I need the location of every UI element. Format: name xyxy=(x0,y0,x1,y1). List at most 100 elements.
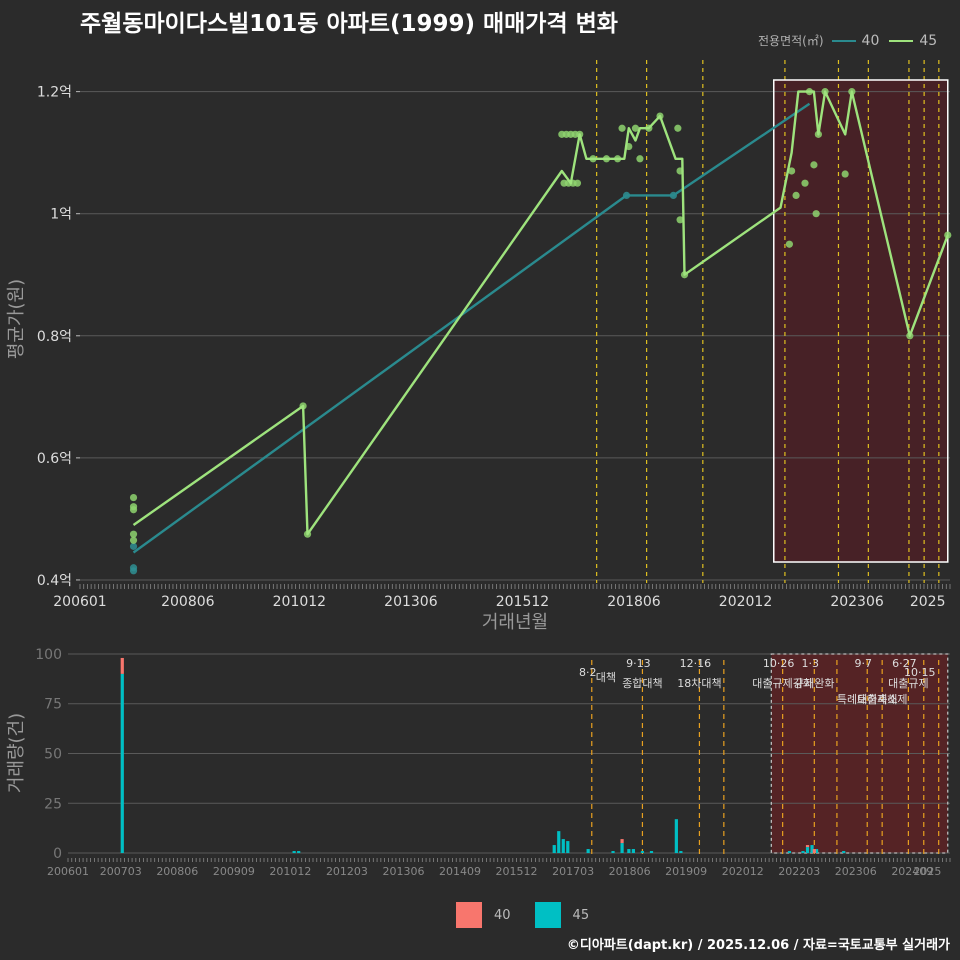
scatter-point-45 xyxy=(785,240,793,248)
policy-text-label: 토허제해제 xyxy=(857,692,908,706)
scatter-point-45 xyxy=(810,161,818,169)
bar-40 xyxy=(620,839,624,844)
bar-45 xyxy=(787,851,792,854)
x-tick-label: 201306 xyxy=(384,594,438,610)
volume-x-tick-label: 202306 xyxy=(835,865,877,878)
bar-45 xyxy=(561,839,565,854)
volume-x-tick-label: 201409 xyxy=(439,865,481,878)
series-line-45 xyxy=(132,90,949,536)
scatter-point-45 xyxy=(618,124,626,132)
policy-text-label: 규제완화 xyxy=(794,677,834,690)
bar-40 xyxy=(812,849,816,854)
scatter-point-45 xyxy=(792,191,800,199)
volume-y-tick-label: 75 xyxy=(44,697,62,713)
policy-text-label: 18차대책 xyxy=(677,677,721,690)
volume-x-tick-label: 200909 xyxy=(213,865,255,878)
policy-text-label: 종합대책 xyxy=(622,677,662,690)
y-axis-title: 평균가(원) xyxy=(6,279,27,359)
volume-y-tick-label: 0 xyxy=(53,846,62,862)
x-tick-label: 201806 xyxy=(607,594,661,610)
scatter-point-45 xyxy=(129,536,138,544)
legend-box-45 xyxy=(534,902,561,928)
scatter-point-45 xyxy=(129,506,138,514)
volume-x-tick-label: 201512 xyxy=(496,865,538,878)
highlight-region xyxy=(773,80,948,562)
volume-x-minor-ticks xyxy=(67,858,951,862)
bar-40 xyxy=(120,657,124,674)
volume-highlight-region xyxy=(771,653,948,854)
x-tick-label: 202306 xyxy=(830,594,884,610)
y-tick-label: 0.4억 xyxy=(37,573,72,589)
volume-y-tick-label: 100 xyxy=(35,647,62,663)
scatter-point-45 xyxy=(788,167,796,175)
scatter-point-45 xyxy=(676,216,684,224)
volume-x-tick-label: 202203 xyxy=(778,865,820,878)
volume-x-tick-label: 201703 xyxy=(552,865,594,878)
policy-date-label: 10·26 xyxy=(763,657,795,670)
volume-x-tick-label: 200601 xyxy=(47,865,89,878)
policy-text-label: 대출규제 xyxy=(888,677,928,690)
legend-box-40 xyxy=(456,902,482,928)
price-line-chart: 0.4억 0.6억 0.8억 1억 1.2억 200601 200806 201012 2013… xyxy=(6,60,952,633)
volume-x-tick-label: 200806 xyxy=(156,865,198,878)
policy-date-label: 1·3 xyxy=(802,657,820,670)
scatter-point-45 xyxy=(573,179,582,187)
bar-45 xyxy=(620,843,624,854)
policy-text-label: 대책 xyxy=(596,671,616,684)
bar-45 xyxy=(292,851,296,854)
bar-45 xyxy=(640,851,645,854)
scatter-point-40 xyxy=(129,567,138,575)
bar-45 xyxy=(586,849,590,854)
volume-x-tick-label: 200703 xyxy=(100,865,142,878)
policy-date-label: 8·2 xyxy=(579,666,597,679)
y-tick-label: 0.6억 xyxy=(37,451,72,467)
volume-y-tick-label: 25 xyxy=(44,796,62,812)
policy-text-label: 대출규제강화 xyxy=(752,677,813,690)
bar-45 xyxy=(297,851,301,854)
bar-45 xyxy=(674,819,678,854)
legend-top: 전용면적(㎡) 40 45 xyxy=(758,32,947,49)
legend-bottom: 40 45 xyxy=(456,902,613,928)
x-tick-label: 202012 xyxy=(719,594,772,610)
bar-45 xyxy=(810,845,814,854)
legend-swatch-45 xyxy=(889,39,914,42)
x-tick-label: 200601 xyxy=(53,594,106,610)
volume-x-tick-label: 202409 xyxy=(891,865,933,878)
volume-x-tick-label: 201203 xyxy=(326,865,368,878)
policy-date-label: 9·7 xyxy=(854,657,872,670)
scatter-point-45 xyxy=(674,124,682,132)
x-tick-label: 201012 xyxy=(273,594,326,610)
page-title: 주월동마이다스빌101동 아파트(1999) 매매가격 변화 xyxy=(80,11,618,37)
volume-x-tick-label: 201806 xyxy=(609,865,651,878)
footer-credit: ©디아파트(dapt.kr) / 2025.12.06 / 자료=국토교통부 실… xyxy=(566,938,950,953)
bar-45 xyxy=(611,851,615,854)
bar-45 xyxy=(801,851,805,854)
x-minor-ticks xyxy=(79,584,951,589)
legend-bottom-label-40: 40 xyxy=(494,907,511,923)
bar-45 xyxy=(566,841,570,854)
volume-y-axis-title: 거래량(건) xyxy=(6,713,27,793)
x-tick-label: 201512 xyxy=(496,594,549,610)
scatter-point-45 xyxy=(841,170,849,178)
legend-label-45: 45 xyxy=(919,32,938,49)
scatter-point-45 xyxy=(812,210,820,218)
bar-45 xyxy=(679,851,683,854)
bar-45 xyxy=(631,849,635,854)
y-tick-label: 1억 xyxy=(50,207,72,223)
bar-45 xyxy=(557,831,561,854)
scatter-point-45 xyxy=(129,530,138,538)
x-tick-label: 200806 xyxy=(161,594,215,610)
volume-x-tick-label: 201306 xyxy=(382,865,424,878)
legend-label-40: 40 xyxy=(861,32,880,49)
scatter-point-45 xyxy=(801,179,809,187)
policy-date-label: 9·13 xyxy=(626,657,651,670)
policy-text-label: 특례대출축소 xyxy=(837,693,898,706)
bar-45 xyxy=(842,851,846,854)
x-tick-label: 2025 xyxy=(910,594,946,610)
bar-45 xyxy=(552,845,556,854)
bar-40 xyxy=(805,845,810,848)
bar-45 xyxy=(649,851,654,854)
legend-swatch-40 xyxy=(831,39,856,42)
bar-45 xyxy=(627,849,631,854)
legend-title: 전용면적(㎡) xyxy=(758,34,824,48)
